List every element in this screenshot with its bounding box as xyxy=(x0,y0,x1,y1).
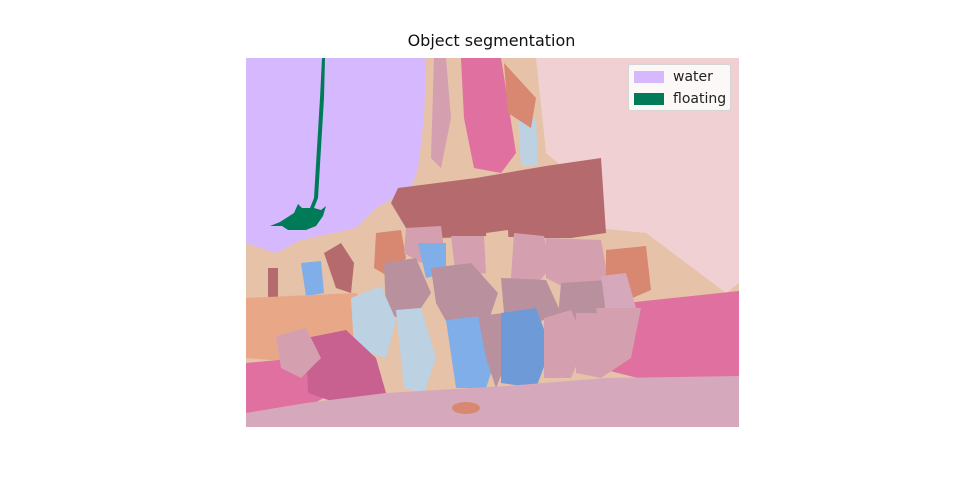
legend-swatch-floating xyxy=(634,93,664,105)
region-building xyxy=(391,158,606,238)
region-post-brick xyxy=(324,243,354,293)
region-body-1 xyxy=(384,258,431,323)
region-body-2 xyxy=(431,263,498,330)
region-front-6 xyxy=(544,310,586,378)
legend: water floating xyxy=(628,64,731,111)
region-front-4 xyxy=(478,313,508,388)
figure-title: Object segmentation xyxy=(407,31,576,50)
region-person-magenta xyxy=(306,330,386,406)
legend-item-water: water xyxy=(634,69,713,85)
region-head-6 xyxy=(511,233,551,293)
region-strip-3 xyxy=(518,118,538,166)
region-water xyxy=(246,58,426,253)
segmentation-image xyxy=(246,58,739,427)
region-head-5 xyxy=(486,230,511,290)
region-floor-item xyxy=(452,402,480,414)
region-head-7 xyxy=(546,238,608,293)
region-person-rose xyxy=(276,328,321,378)
legend-swatch-water xyxy=(634,71,664,83)
region-strip-4 xyxy=(504,63,536,128)
region-strip-2 xyxy=(461,58,516,173)
legend-label-water: water xyxy=(673,69,713,85)
region-sky-right xyxy=(536,58,739,293)
region-body-5 xyxy=(601,273,636,313)
region-front-8 xyxy=(596,308,641,363)
region-front-1 xyxy=(351,286,396,358)
region-strip-1 xyxy=(431,58,451,168)
region-front-5 xyxy=(501,308,551,388)
region-pole-1 xyxy=(268,268,278,301)
legend-item-floating: floating xyxy=(634,91,726,107)
region-floor xyxy=(246,376,739,427)
region-post-blue xyxy=(301,261,324,296)
legend-label-floating: floating xyxy=(673,91,727,107)
region-floating xyxy=(270,58,326,230)
region-front-2 xyxy=(396,308,436,393)
